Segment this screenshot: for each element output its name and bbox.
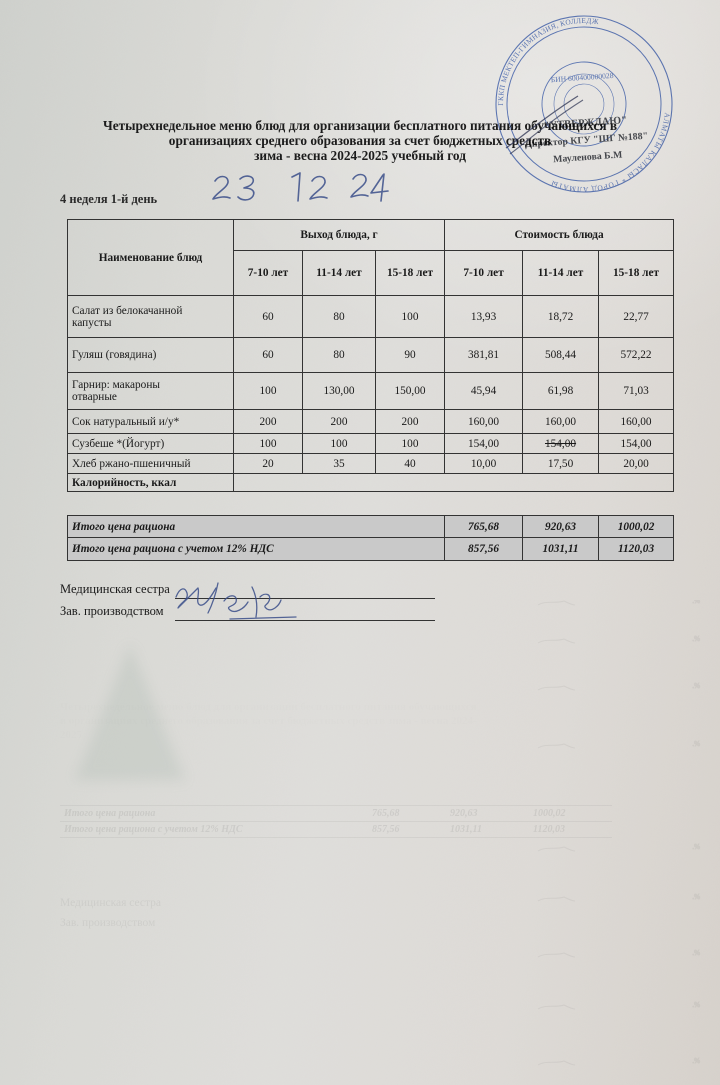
- svg-text:.%: .%: [692, 843, 700, 851]
- svg-text:.%: .%: [692, 1001, 700, 1009]
- svg-text:.%: .%: [692, 1057, 700, 1065]
- svg-text:.%: .%: [692, 949, 700, 957]
- svg-text:.%: .%: [692, 893, 700, 901]
- svg-text:.%: .%: [692, 740, 700, 748]
- svg-text:.%: .%: [692, 635, 700, 643]
- svg-text:.%: .%: [692, 682, 700, 690]
- svg-text:.%: .%: [692, 600, 700, 605]
